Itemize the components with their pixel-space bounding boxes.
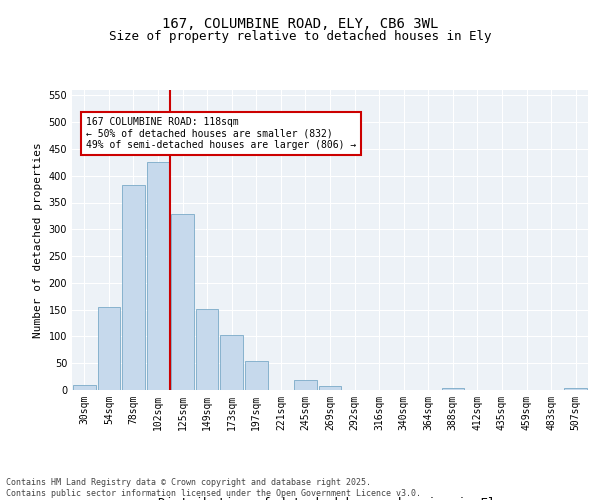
Bar xyxy=(565,388,587,390)
Bar xyxy=(442,388,464,390)
Y-axis label: Number of detached properties: Number of detached properties xyxy=(33,142,43,338)
Bar xyxy=(319,386,341,390)
Text: 167 COLUMBINE ROAD: 118sqm
← 50% of detached houses are smaller (832)
49% of sem: 167 COLUMBINE ROAD: 118sqm ← 50% of deta… xyxy=(86,117,356,150)
Bar xyxy=(171,214,194,390)
Bar xyxy=(98,307,120,390)
Bar xyxy=(220,335,243,390)
Text: Contains HM Land Registry data © Crown copyright and database right 2025.
Contai: Contains HM Land Registry data © Crown c… xyxy=(6,478,421,498)
Bar xyxy=(245,360,268,390)
Bar xyxy=(122,185,145,390)
Bar xyxy=(294,380,317,390)
X-axis label: Distribution of detached houses by size in Ely: Distribution of detached houses by size … xyxy=(157,497,503,500)
Bar xyxy=(196,308,218,390)
Text: 167, COLUMBINE ROAD, ELY, CB6 3WL: 167, COLUMBINE ROAD, ELY, CB6 3WL xyxy=(162,18,438,32)
Bar xyxy=(146,162,169,390)
Text: Size of property relative to detached houses in Ely: Size of property relative to detached ho… xyxy=(109,30,491,43)
Bar xyxy=(73,384,95,390)
